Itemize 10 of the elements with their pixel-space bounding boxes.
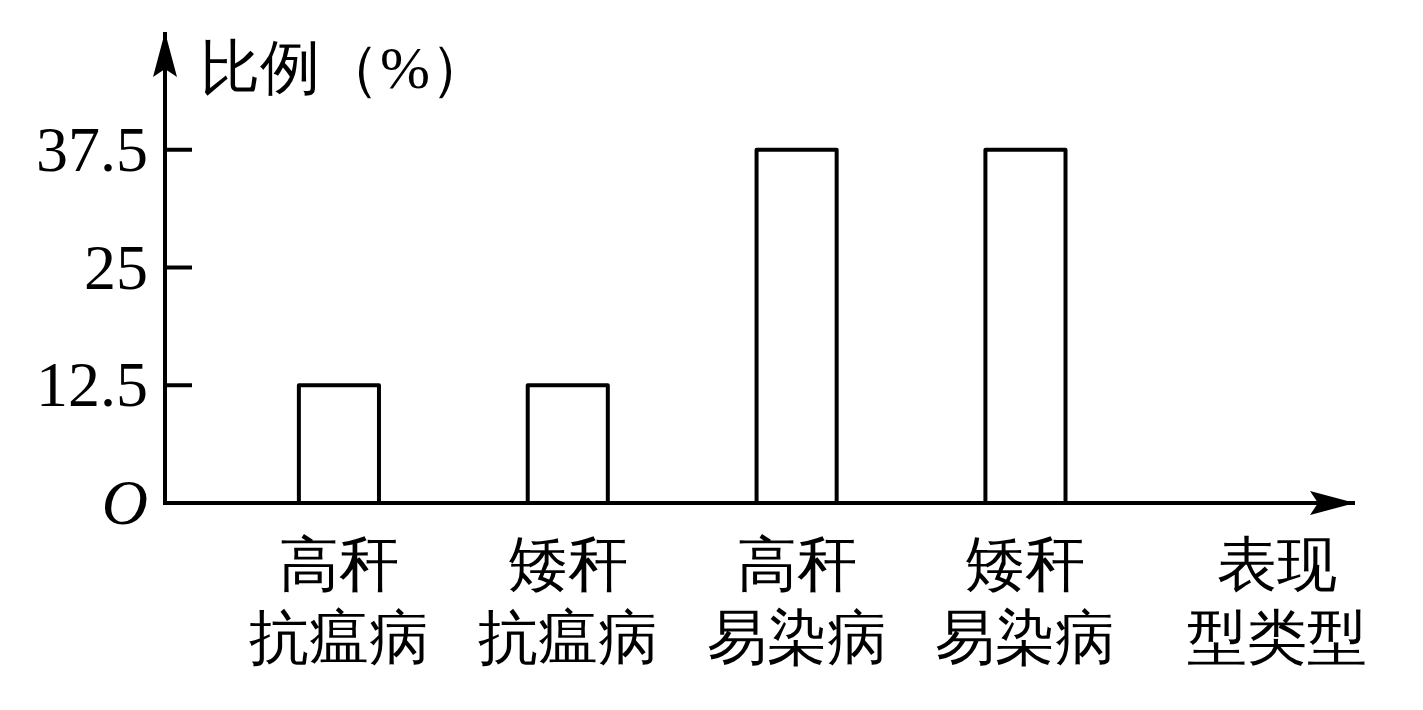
x-label: 表现型类型: [1187, 532, 1367, 671]
y-tick-label: 37.5: [36, 113, 148, 185]
x-tick-label: 矮秆易染病: [935, 532, 1116, 671]
x-tick-label: 矮秆抗瘟病: [477, 532, 658, 671]
x-tick-label: 高秆抗瘟病: [248, 532, 429, 671]
y-tick-label: 12.5: [36, 349, 148, 421]
y-label: 比例（%）: [200, 35, 490, 101]
x-tick-label: 高秆易染病: [706, 532, 887, 671]
y-tick-label: O: [101, 467, 148, 539]
y-tick-label: 25: [84, 231, 148, 303]
